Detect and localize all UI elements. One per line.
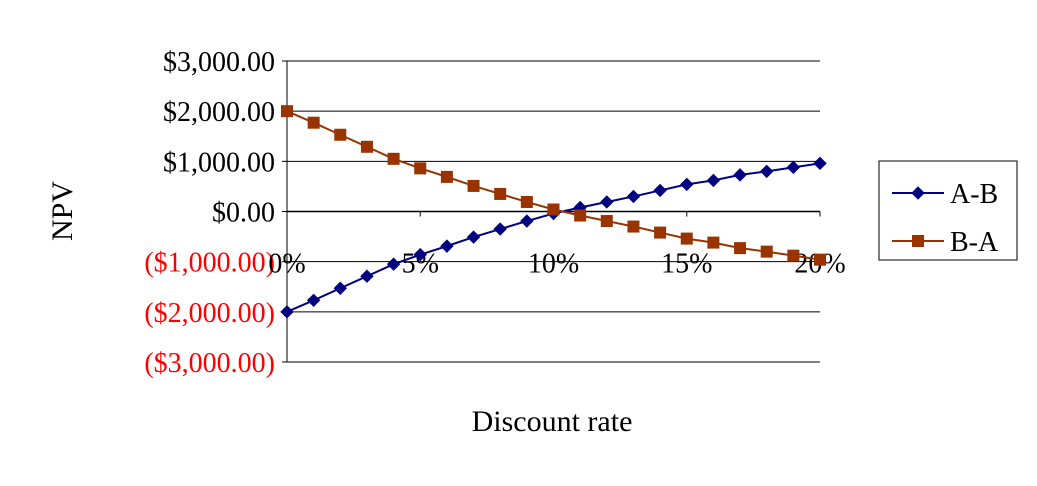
legend-items: A-B B-A xyxy=(892,179,999,258)
y-tick-label: ($1,000.00) xyxy=(144,248,275,279)
series-a-b-point xyxy=(626,189,641,204)
series-a-b-point xyxy=(706,173,721,188)
series-a-b-point xyxy=(759,164,774,179)
series-b-a-point xyxy=(360,140,373,153)
series-b-a-point xyxy=(654,226,667,239)
series-b-a-point xyxy=(707,236,720,249)
series-b-a-point xyxy=(814,253,826,266)
series-a-b-point xyxy=(306,293,321,308)
series-b-a-point xyxy=(414,162,427,175)
series-a-b-point xyxy=(280,305,294,319)
x-tick-label: 10% xyxy=(528,249,579,280)
x-tick-label: 0% xyxy=(268,249,305,280)
legend-box xyxy=(878,160,1018,261)
series-a-b xyxy=(280,156,827,319)
series-a-b-point xyxy=(813,156,827,171)
legend: A-B B-A xyxy=(878,160,1018,261)
series-b-a-point xyxy=(734,242,747,255)
series-line-a-b xyxy=(286,162,821,313)
series-b-a-point xyxy=(387,152,400,165)
y-tick-label: ($3,000.00) xyxy=(144,348,275,379)
y-tick-labels: $3,000.00 $2,000.00 $1,000.00 $0.00 ($1,000.… xyxy=(144,47,275,379)
series-b-a-point xyxy=(680,232,693,245)
series-a-b-point xyxy=(786,160,801,175)
series-b-a-point xyxy=(467,179,480,192)
series-b-a-point xyxy=(307,116,320,129)
y-tick-label: $2,000.00 xyxy=(163,97,275,128)
series-b-a xyxy=(281,105,826,266)
y-tick-label: $3,000.00 xyxy=(163,47,275,78)
legend-item-b-a: B-A xyxy=(892,227,999,258)
series-b-a-point xyxy=(787,249,800,262)
y-tick-label: ($2,000.00) xyxy=(144,298,275,329)
y-axis-title: NPV xyxy=(46,181,79,241)
series-b-a-point xyxy=(440,170,453,183)
y-tick-label: $1,000.00 xyxy=(163,147,275,178)
series-a-b-point xyxy=(653,183,667,198)
legend-label: A-B xyxy=(950,179,998,210)
series-a-b-point xyxy=(333,281,348,295)
series-a-b-point xyxy=(386,257,401,271)
series-a-b-point xyxy=(440,239,454,253)
series-b-a-point xyxy=(600,215,613,228)
legend-a-b-point xyxy=(911,186,925,200)
series-b-a-point xyxy=(334,128,347,141)
series-b-a-point xyxy=(627,220,640,233)
series-a-b-point xyxy=(466,230,481,244)
series-a-b-point xyxy=(600,195,614,209)
series-b-a-point xyxy=(574,209,587,222)
series-b-a-point xyxy=(547,203,560,216)
series-line-b-a xyxy=(286,110,821,261)
legend-label: B-A xyxy=(950,227,999,258)
series-a-b-point xyxy=(733,168,747,182)
series-a-b-point xyxy=(493,222,507,236)
y-tick-label: $0.00 xyxy=(212,198,275,229)
x-axis-title: Discount rate xyxy=(472,405,633,438)
series-a-b-point xyxy=(413,247,427,262)
series xyxy=(280,105,827,319)
series-a-b-point xyxy=(360,269,374,283)
series-b-a-point xyxy=(760,245,773,258)
legend-b-a-point xyxy=(912,235,924,247)
series-b-a-point xyxy=(520,195,533,208)
x-tick-labels: 0%5%10%15%20% xyxy=(268,249,845,280)
series-b-a-point xyxy=(281,105,293,118)
series-a-b-point xyxy=(520,214,534,228)
legend-item-a-b: A-B xyxy=(892,179,998,210)
series-b-a-point xyxy=(494,187,507,200)
x-tick-label: 15% xyxy=(661,249,712,280)
series-a-b-point xyxy=(680,177,694,192)
